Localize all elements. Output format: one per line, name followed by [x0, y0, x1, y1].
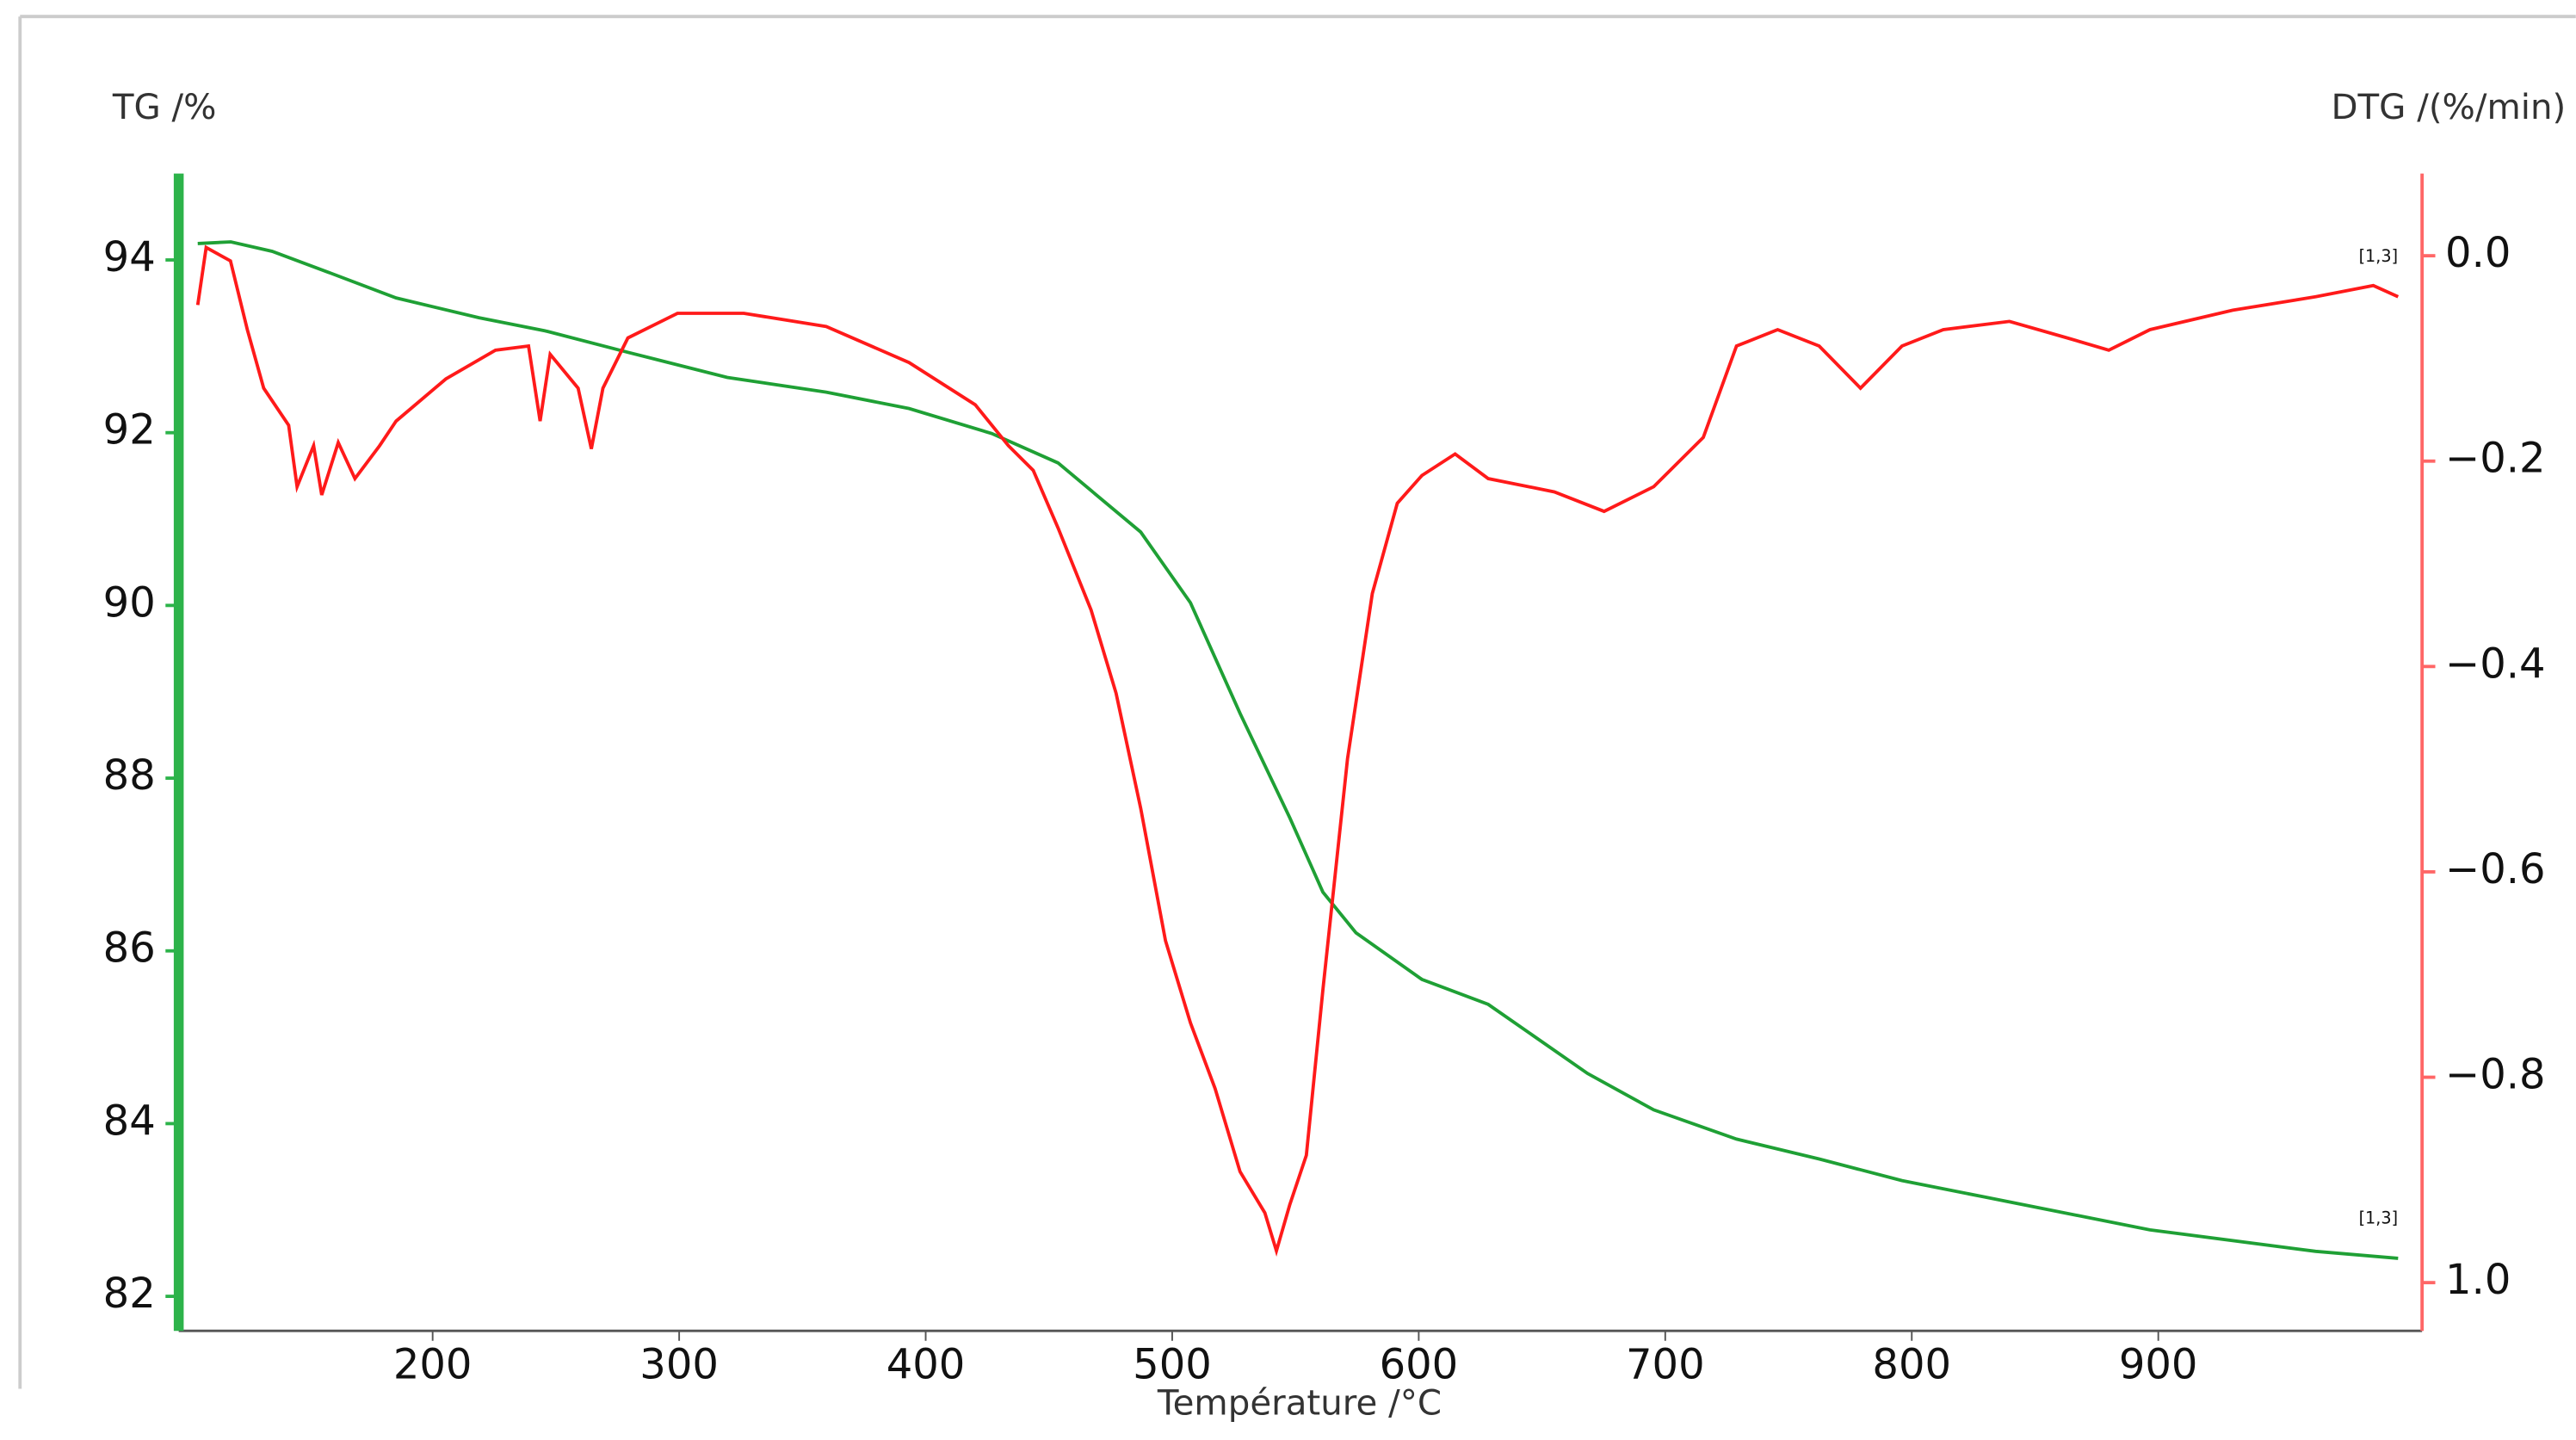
y-tick-label: 82 [103, 1270, 156, 1318]
x-tick-label: 500 [1133, 1340, 1212, 1388]
y2-tick-label: 1.0 [2445, 1256, 2511, 1304]
curve-label: [1,3] [2359, 246, 2398, 266]
x-tick-label: 400 [886, 1340, 966, 1388]
x-tick-label: 900 [2119, 1340, 2198, 1388]
y-tick-label: 84 [103, 1097, 156, 1145]
y2-tick-label: −0.4 [2445, 640, 2546, 688]
y-tick-label: 88 [103, 751, 156, 800]
y2-axis-title: DTG /(%/min) [2331, 87, 2566, 127]
y-tick-label: 92 [103, 406, 156, 454]
y-tick-label: 90 [103, 578, 156, 627]
x-tick-label: 600 [1380, 1340, 1459, 1388]
x-tick-label: 300 [639, 1340, 719, 1388]
x-tick-label: 200 [393, 1340, 473, 1388]
y-tick-label: 86 [103, 924, 156, 973]
x-tick-label: 700 [1626, 1340, 1705, 1388]
series-line [195, 244, 2400, 1258]
series-line [197, 240, 2399, 1260]
y2-tick-label: −0.2 [2445, 435, 2546, 483]
y-tick-label: 94 [103, 233, 156, 281]
y2-tick-label: −0.6 [2445, 845, 2546, 893]
y-axis-title: TG /% [112, 87, 217, 127]
y2-tick-label: 0.0 [2445, 229, 2511, 277]
x-tick-label: 800 [1872, 1340, 1951, 1388]
y2-tick-label: −0.8 [2445, 1051, 2546, 1099]
x-axis-title: Température /°C [1157, 1383, 1442, 1424]
curve-label: [1,3] [2359, 1208, 2398, 1227]
